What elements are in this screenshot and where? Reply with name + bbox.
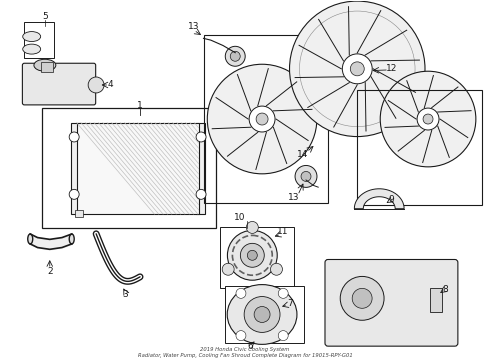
Bar — [220, 226, 294, 288]
Bar — [42, 62, 53, 72]
Circle shape — [340, 276, 384, 320]
Text: 14: 14 — [297, 150, 308, 159]
Circle shape — [88, 77, 104, 93]
Text: 3: 3 — [122, 290, 128, 299]
Bar — [74, 210, 83, 217]
Circle shape — [278, 288, 288, 298]
Bar — [24, 22, 54, 58]
Circle shape — [244, 297, 280, 332]
Bar — [225, 286, 304, 343]
Ellipse shape — [227, 285, 297, 345]
Ellipse shape — [34, 59, 56, 71]
Polygon shape — [354, 189, 404, 209]
Bar — [431, 288, 442, 312]
Circle shape — [196, 132, 206, 142]
Circle shape — [236, 288, 246, 298]
Circle shape — [241, 243, 264, 267]
Circle shape — [343, 54, 372, 84]
Ellipse shape — [23, 44, 41, 54]
Circle shape — [225, 46, 245, 66]
Text: 1: 1 — [137, 101, 143, 110]
Circle shape — [230, 51, 240, 61]
Circle shape — [247, 250, 257, 260]
Bar — [196, 123, 205, 214]
Circle shape — [249, 106, 275, 132]
Ellipse shape — [69, 234, 74, 244]
Text: 2: 2 — [47, 267, 52, 276]
Circle shape — [278, 330, 288, 341]
Circle shape — [196, 189, 206, 199]
Circle shape — [423, 114, 433, 124]
FancyBboxPatch shape — [23, 63, 96, 105]
Text: 12: 12 — [386, 64, 397, 73]
Text: 5: 5 — [42, 12, 48, 21]
Circle shape — [207, 64, 317, 174]
Text: 13: 13 — [188, 22, 199, 31]
Circle shape — [69, 132, 79, 142]
Ellipse shape — [28, 234, 33, 244]
Bar — [357, 90, 482, 205]
Bar — [203, 35, 328, 203]
Text: 9: 9 — [389, 195, 394, 204]
Circle shape — [380, 71, 476, 167]
Text: 10: 10 — [234, 213, 246, 222]
Bar — [43, 108, 216, 228]
Text: 8: 8 — [442, 285, 448, 294]
Circle shape — [290, 1, 425, 136]
Circle shape — [295, 166, 317, 187]
FancyBboxPatch shape — [325, 260, 458, 346]
Circle shape — [417, 108, 439, 130]
Circle shape — [69, 189, 79, 199]
Ellipse shape — [23, 32, 41, 41]
Circle shape — [227, 230, 277, 280]
Bar — [71, 123, 79, 214]
Circle shape — [350, 62, 364, 76]
Text: 6: 6 — [247, 342, 253, 351]
Circle shape — [254, 306, 270, 323]
Circle shape — [301, 171, 311, 181]
Text: 7: 7 — [287, 299, 293, 308]
Text: 4: 4 — [108, 81, 114, 90]
Circle shape — [270, 263, 282, 275]
Circle shape — [246, 221, 258, 233]
Text: 13: 13 — [288, 193, 299, 202]
Text: 11: 11 — [277, 228, 289, 237]
Circle shape — [222, 263, 234, 275]
Circle shape — [236, 330, 246, 341]
Text: 2019 Honda Civic Cooling System
Radiator, Water Pump, Cooling Fan Shroud Complet: 2019 Honda Civic Cooling System Radiator… — [138, 347, 352, 357]
Circle shape — [256, 113, 268, 125]
Bar — [76, 123, 198, 214]
Circle shape — [352, 288, 372, 308]
